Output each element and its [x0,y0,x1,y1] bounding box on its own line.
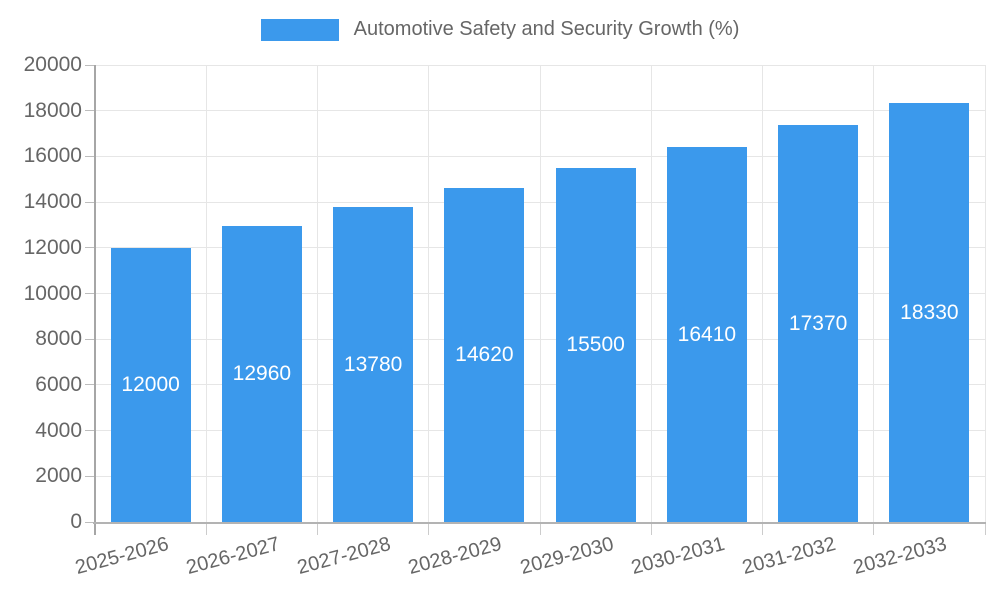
bar-value-label: 12960 [232,361,292,385]
x-axis-category-label-text: 2026-2027 [183,533,282,580]
bar-value-label: 14620 [455,342,514,366]
y-axis-line [94,65,96,535]
y-axis-tick-label: 8000 [35,327,82,351]
y-axis-tick-label: 4000 [35,418,82,442]
y-axis-tick [85,155,94,157]
y-axis-tick [85,475,94,477]
y-axis-tick-label: 10000 [23,281,82,305]
x-axis-line [93,522,986,524]
x-axis-tick [873,522,875,535]
legend-label: Automotive Safety and Security Growth (%… [353,18,740,40]
y-axis-tick [85,430,94,432]
x-axis-tick [539,522,541,535]
y-axis-tick [85,293,94,294]
y-axis-tick-label: 20000 [23,53,82,76]
y-axis-tick-label: 12000 [23,235,82,259]
bar-value-label: 12000 [121,372,180,396]
x-axis-category-label-text: 2028-2029 [406,533,505,580]
y-axis-tick [85,201,94,203]
y-axis-tick [85,110,94,112]
x-axis-category-label-text: 2027-2028 [295,533,394,580]
x-axis-tick [205,522,207,535]
x-axis-category-label-text: 2025-2026 [72,533,171,580]
x-axis-tick [428,522,430,535]
y-axis-tick [85,338,94,340]
x-axis-tick [762,522,763,535]
bar[interactable]: 18330 [889,103,970,522]
x-gridline [762,65,763,522]
x-gridline [205,65,207,522]
x-gridline [650,65,652,522]
y-axis-tick-label: 2000 [35,464,82,488]
y-axis-tick-label: 16000 [23,144,82,168]
bar[interactable]: 16410 [666,147,747,522]
bar-value-label: 17370 [788,311,848,335]
x-axis-category-label-text: 2030-2031 [628,533,727,580]
x-axis-tick [984,522,986,535]
x-gridline [317,65,318,522]
bar[interactable]: 13780 [333,207,414,522]
y-axis-tick [85,247,94,249]
x-axis-category-label-text: 2032-2033 [851,533,950,580]
y-axis-tick-label: 0 [70,510,82,533]
x-gridline [984,65,986,522]
bar-value-label: 18330 [900,300,959,324]
bar[interactable]: 14620 [444,187,525,522]
y-axis-tick-label: 18000 [23,98,82,122]
x-gridline [428,65,430,522]
bar-value-label: 13780 [343,352,403,376]
bar-value-label: 16410 [677,322,737,346]
x-gridline [539,65,541,522]
bar[interactable]: 12000 [110,247,191,522]
x-axis-category-label-text: 2031-2032 [740,533,839,580]
bar[interactable]: 17370 [778,125,859,522]
legend[interactable]: Automotive Safety and Security Growth (%… [0,18,1000,41]
y-axis-tick [85,521,94,523]
bar[interactable]: 15500 [555,167,636,522]
bar[interactable]: 12960 [221,225,302,522]
x-axis-tick [650,522,652,535]
legend-swatch[interactable] [260,18,339,41]
plot-area: 0 2000 4000 6000 8000 10000 12000 14000 16000 180… [24,53,986,579]
y-axis-tick-label: 14000 [23,190,82,214]
y-axis-tick-label: 6000 [35,372,82,396]
x-axis-category-label-text: 2029-2030 [517,533,616,580]
bar-value-label: 15500 [566,332,625,356]
y-axis-tick [85,384,94,386]
x-gridline [873,65,875,522]
y-axis-tick [85,64,94,66]
x-axis-tick [317,522,318,535]
